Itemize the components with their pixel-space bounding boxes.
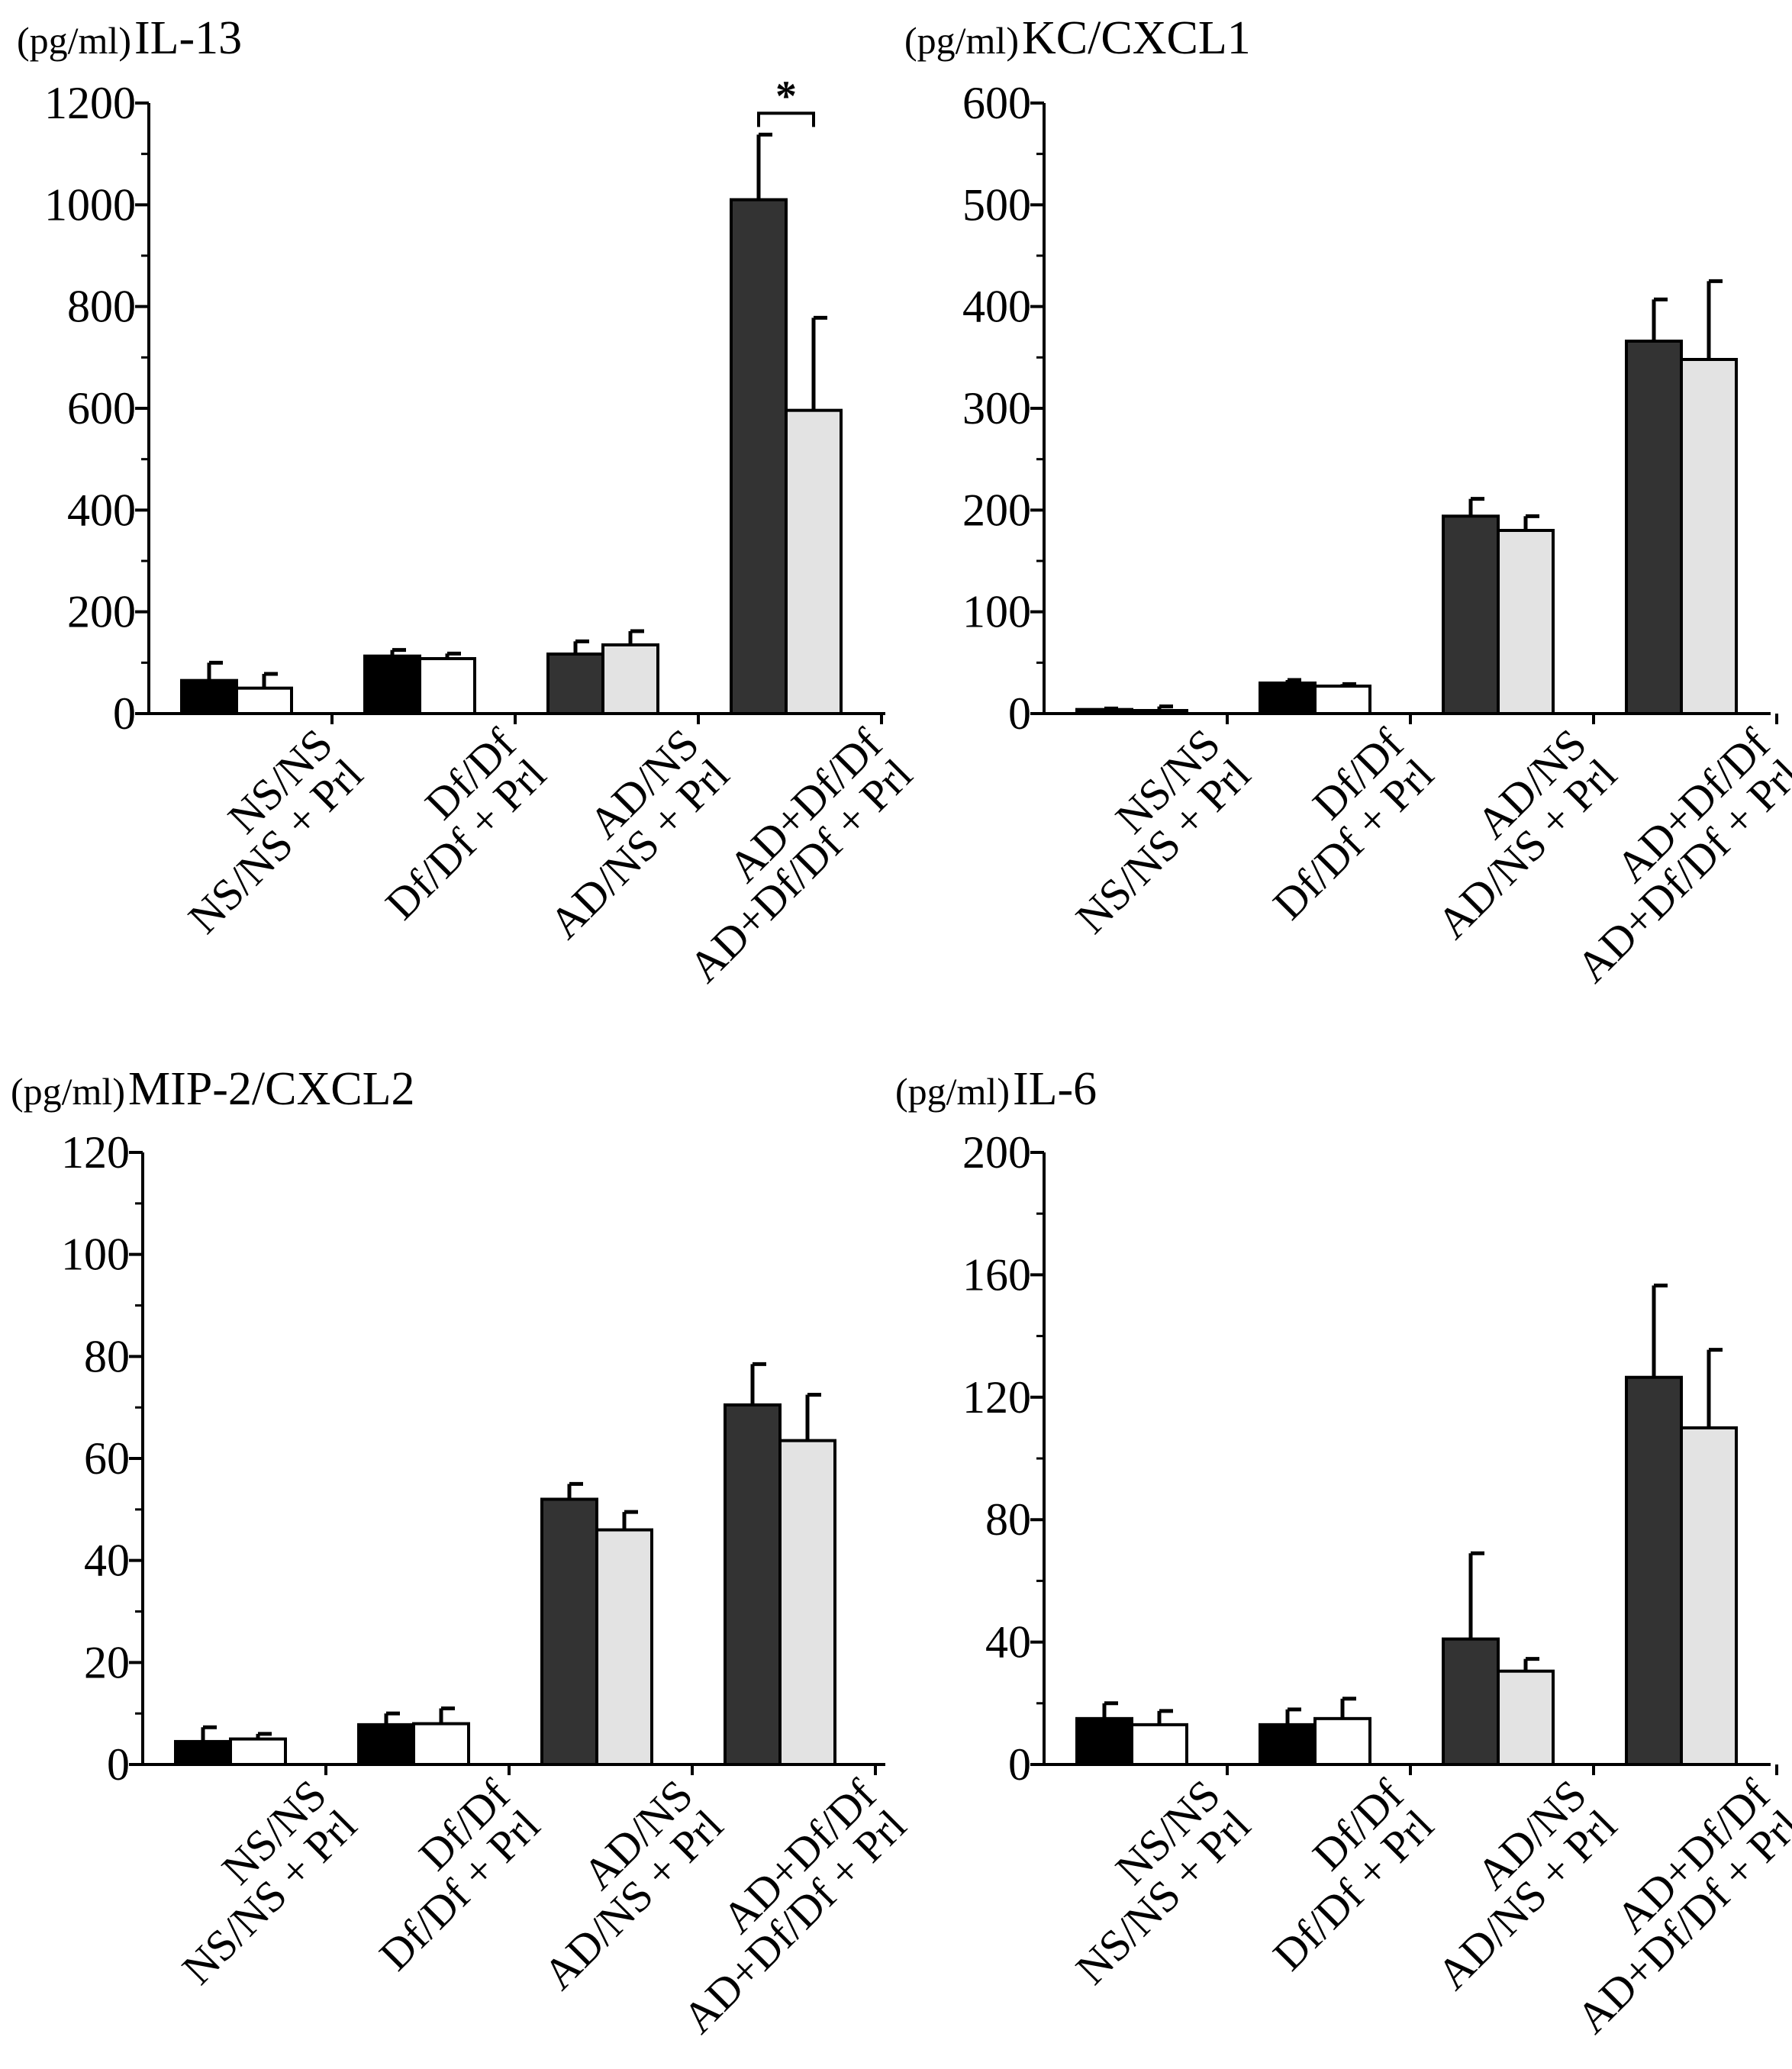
- bar: [1130, 1723, 1188, 1767]
- category-label: AD/NSAD/NS + Prl: [1397, 719, 1626, 948]
- category-label: Df/DfDf/Df + Prl: [340, 1770, 550, 1980]
- y-tick-label: 0: [113, 688, 136, 739]
- bar: [412, 1722, 470, 1767]
- panel-title: IL-6: [1013, 1063, 1097, 1115]
- bar: [1442, 1637, 1500, 1767]
- y-tick-label: 80: [985, 1494, 1031, 1545]
- y-tick-label: 600: [962, 78, 1031, 128]
- bar: [1313, 685, 1371, 715]
- category-label: NS/NSNS/NS + Prl: [142, 1770, 366, 1993]
- y-tick-label: 100: [962, 587, 1031, 637]
- kc-cxcl1-panel: (pg/ml)KC/CXCL1 0 100 200 300 400 500 600 NS/NS…: [904, 12, 1792, 992]
- il13-panel: (pg/ml)IL-13 0 200 400 600 800 1000 1200 NS/NSN…: [17, 12, 922, 992]
- y-tick-label: 80: [84, 1331, 130, 1381]
- significance-bracket: [757, 111, 815, 127]
- panel-title: MIP-2/CXCL2: [128, 1063, 414, 1115]
- il6-panel: (pg/ml)IL-6 0 40 80 120 160 200 NS/NSNS/NS + P…: [895, 1063, 1792, 2043]
- category-label: NS/NSNS/NS + Prl: [1036, 719, 1259, 943]
- y-tick-label: 60: [84, 1433, 130, 1484]
- y-tick-label: 1000: [44, 179, 136, 230]
- category-label: AD/NSAD/NS + Prl: [1397, 1770, 1626, 1999]
- category-label: AD/NSAD/NS + Prl: [510, 719, 739, 948]
- y-tick-label: 0: [1008, 1739, 1031, 1790]
- panel-unit-label: (pg/ml)KC/CXCL1: [904, 12, 1251, 64]
- bar: [1680, 1426, 1738, 1767]
- category-label: NS/NSNS/NS + Prl: [1036, 1770, 1259, 1993]
- bar: [1313, 1716, 1371, 1767]
- bar: [730, 198, 788, 715]
- category-label: Df/DfDf/Df + Prl: [1233, 1770, 1443, 1980]
- bar: [540, 1497, 598, 1766]
- y-tick-label: 500: [962, 179, 1031, 230]
- category-label: Df/DfDf/Df + Prl: [346, 719, 556, 929]
- y-tick-label: 40: [84, 1536, 130, 1586]
- bar: [546, 653, 604, 715]
- panel-unit-label: (pg/ml)IL-13: [17, 12, 242, 64]
- bar: [1075, 707, 1133, 716]
- bar: [1259, 1723, 1317, 1767]
- significance-marker: *: [775, 73, 797, 120]
- y-tick-label: 100: [61, 1229, 130, 1280]
- bar: [1259, 682, 1317, 715]
- y-tick-label: 600: [67, 383, 136, 433]
- y-tick-label: 1200: [44, 78, 136, 128]
- y-tick-label: 160: [962, 1249, 1031, 1300]
- bar: [180, 678, 238, 716]
- bar: [1625, 340, 1683, 715]
- y-tick-label: 20: [84, 1637, 130, 1687]
- y-tick-label: 300: [962, 383, 1031, 433]
- panel-unit-label: (pg/ml)MIP-2/CXCL2: [11, 1063, 414, 1115]
- bar: [595, 1528, 653, 1766]
- bar: [1442, 514, 1500, 715]
- y-tick-label: 200: [962, 1127, 1031, 1178]
- category-label: Df/DfDf/Df + Prl: [1233, 719, 1443, 929]
- y-tick-label: 400: [67, 485, 136, 535]
- bar: [357, 1723, 415, 1767]
- bar: [601, 643, 659, 715]
- bar: [778, 1439, 836, 1766]
- category-label: NS/NSNS/NS + Prl: [148, 719, 372, 943]
- y-tick-label: 200: [962, 485, 1031, 535]
- bar: [724, 1403, 782, 1766]
- bar: [1625, 1375, 1683, 1766]
- bar: [229, 1737, 287, 1766]
- category-label: AD/NSAD/NS + Prl: [504, 1770, 733, 1999]
- bar: [1130, 709, 1188, 715]
- bar: [785, 408, 843, 716]
- bar: [1497, 529, 1555, 715]
- y-tick-label: 40: [985, 1617, 1031, 1668]
- y-tick-label: 800: [67, 282, 136, 332]
- bar: [235, 686, 293, 716]
- panel-unit-label: (pg/ml)IL-6: [895, 1063, 1097, 1115]
- mip2-cxcl2-panel: (pg/ml)MIP-2/CXCL2 0 20 40 60 80 100 120 NS/NSN…: [11, 1063, 916, 2043]
- bar: [1075, 1716, 1133, 1767]
- y-tick-label: 0: [1008, 688, 1031, 739]
- y-tick-label: 400: [962, 282, 1031, 332]
- panel-title: IL-13: [134, 12, 242, 64]
- bar: [363, 654, 421, 716]
- bar: [418, 657, 476, 715]
- y-tick-label: 200: [67, 587, 136, 637]
- y-tick-label: 120: [61, 1127, 130, 1178]
- bar: [1680, 358, 1738, 715]
- bar: [1497, 1669, 1555, 1767]
- y-tick-label: 120: [962, 1372, 1031, 1423]
- y-tick-label: 0: [107, 1739, 130, 1790]
- panel-title: KC/CXCL1: [1022, 12, 1251, 64]
- bar: [174, 1739, 232, 1767]
